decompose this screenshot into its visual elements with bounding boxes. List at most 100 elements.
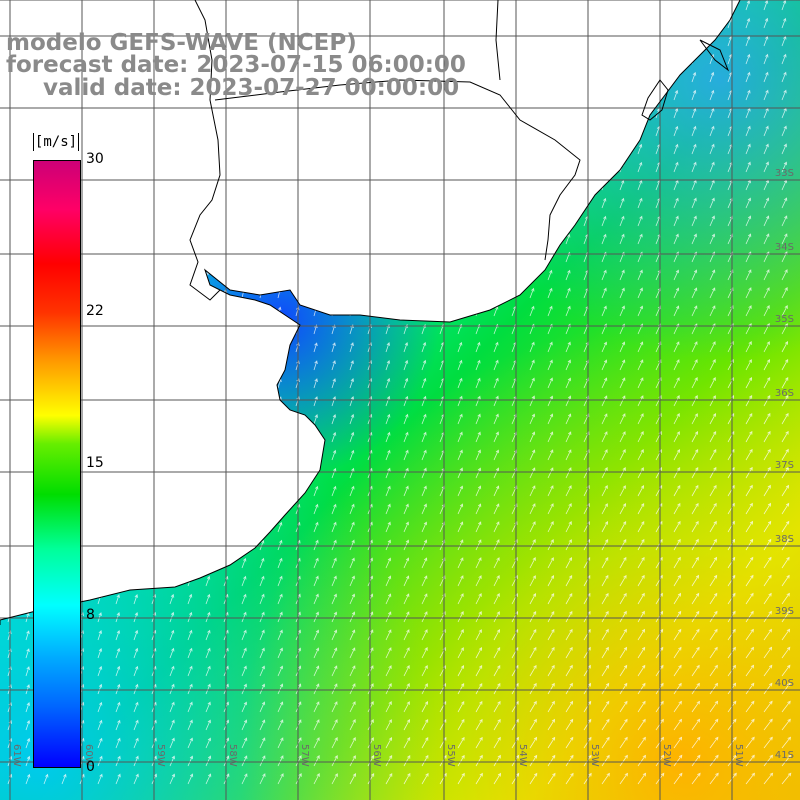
wind-arrow <box>313 773 320 785</box>
wind-arrow <box>493 754 501 767</box>
wind-arrow <box>763 71 769 83</box>
wind-arrow <box>349 521 355 533</box>
wind-arrow <box>367 754 374 767</box>
wind-arrow <box>781 628 791 641</box>
wind-arrow <box>727 556 736 569</box>
wind-arrow <box>367 701 374 713</box>
longitude-label: 55W <box>445 744 456 767</box>
wind-arrow <box>619 449 626 461</box>
wind-arrow <box>349 431 355 443</box>
wind-arrow <box>673 538 681 551</box>
wind-arrow <box>403 449 409 461</box>
wind-arrow <box>187 629 193 641</box>
wind-arrow <box>475 664 483 677</box>
wind-arrow <box>421 593 428 605</box>
wind-arrow <box>313 324 318 335</box>
wind-arrow <box>205 701 211 713</box>
wind-arrow <box>475 557 482 569</box>
wind-arrow <box>547 592 555 605</box>
wind-arrow <box>745 520 754 533</box>
wind-arrow <box>781 89 787 101</box>
wind-arrow <box>763 574 772 587</box>
wind-arrow <box>763 53 769 65</box>
wind-arrow <box>763 197 770 209</box>
wind-arrow <box>331 593 337 605</box>
wind-arrow <box>457 359 463 371</box>
wind-arrow <box>601 646 609 659</box>
wind-arrow <box>367 737 374 749</box>
wind-arrow <box>691 592 700 605</box>
wind-arrow <box>565 700 574 713</box>
longitude-label: 56W <box>371 744 382 767</box>
wind-arrow <box>187 593 193 605</box>
wind-arrow <box>133 593 138 605</box>
wind-arrow <box>313 539 319 551</box>
wind-arrow <box>763 484 771 497</box>
wind-arrow <box>475 736 483 749</box>
wind-arrow <box>637 431 644 443</box>
wind-arrow <box>403 701 410 713</box>
wind-arrow <box>421 341 427 353</box>
wind-arrow <box>547 503 554 515</box>
wind-arrow <box>637 592 645 605</box>
wind-arrow <box>691 125 697 137</box>
wind-arrow <box>331 773 338 785</box>
colorbar-tick-8: 8 <box>86 607 95 623</box>
wind-arrow <box>115 683 121 695</box>
wind-arrow <box>349 413 355 425</box>
wind-arrow <box>691 718 701 731</box>
wind-arrow <box>331 719 338 731</box>
wind-arrow <box>25 755 31 767</box>
wind-arrow <box>421 575 428 587</box>
wind-arrow <box>619 610 627 623</box>
wind-arrow <box>97 629 102 641</box>
wind-arrow <box>457 611 464 623</box>
wind-arrow <box>403 629 410 641</box>
wind-arrow <box>673 754 683 767</box>
wind-arrow <box>241 557 247 569</box>
longitude-label: 58W <box>227 744 238 767</box>
wind-arrow <box>529 467 536 479</box>
wind-arrow <box>187 647 193 659</box>
wind-arrow <box>403 395 409 407</box>
wind-arrow <box>745 125 751 137</box>
wind-arrow <box>277 629 283 641</box>
wind-arrow <box>601 467 608 479</box>
wind-arrow <box>493 449 499 461</box>
wind-arrow <box>745 448 753 461</box>
wind-arrow <box>781 305 788 317</box>
wind-arrow <box>205 665 211 677</box>
wind-arrow <box>619 646 628 659</box>
wind-arrow <box>403 467 409 479</box>
wind-arrow <box>547 754 556 767</box>
wind-arrow <box>763 161 769 173</box>
wind-arrow <box>619 520 627 533</box>
wind-arrow <box>529 305 535 317</box>
wind-arrow <box>331 665 338 677</box>
wind-arrow <box>493 413 499 425</box>
wind-arrow <box>529 664 537 677</box>
wind-arrow <box>385 575 392 587</box>
wind-arrow <box>763 448 771 461</box>
wind-arrow <box>565 305 571 317</box>
wind-arrow <box>691 736 701 749</box>
wind-arrow <box>673 143 679 155</box>
wind-arrow <box>187 701 193 713</box>
wind-arrow <box>205 773 212 785</box>
wind-arrow <box>781 161 787 173</box>
wind-arrow <box>475 377 481 389</box>
wind-arrow <box>781 430 789 443</box>
wind-arrow <box>115 755 121 767</box>
wind-arrow <box>619 233 625 245</box>
wind-arrow <box>745 592 754 605</box>
wind-arrow <box>133 683 139 695</box>
wind-arrow <box>673 305 680 317</box>
wind-arrow <box>781 556 790 569</box>
wind-arrow <box>331 755 338 767</box>
wind-arrow <box>547 682 555 695</box>
wind-arrow <box>385 665 392 677</box>
wind-arrow <box>745 754 755 767</box>
wind-arrow <box>637 287 643 299</box>
wind-arrow <box>349 719 356 731</box>
